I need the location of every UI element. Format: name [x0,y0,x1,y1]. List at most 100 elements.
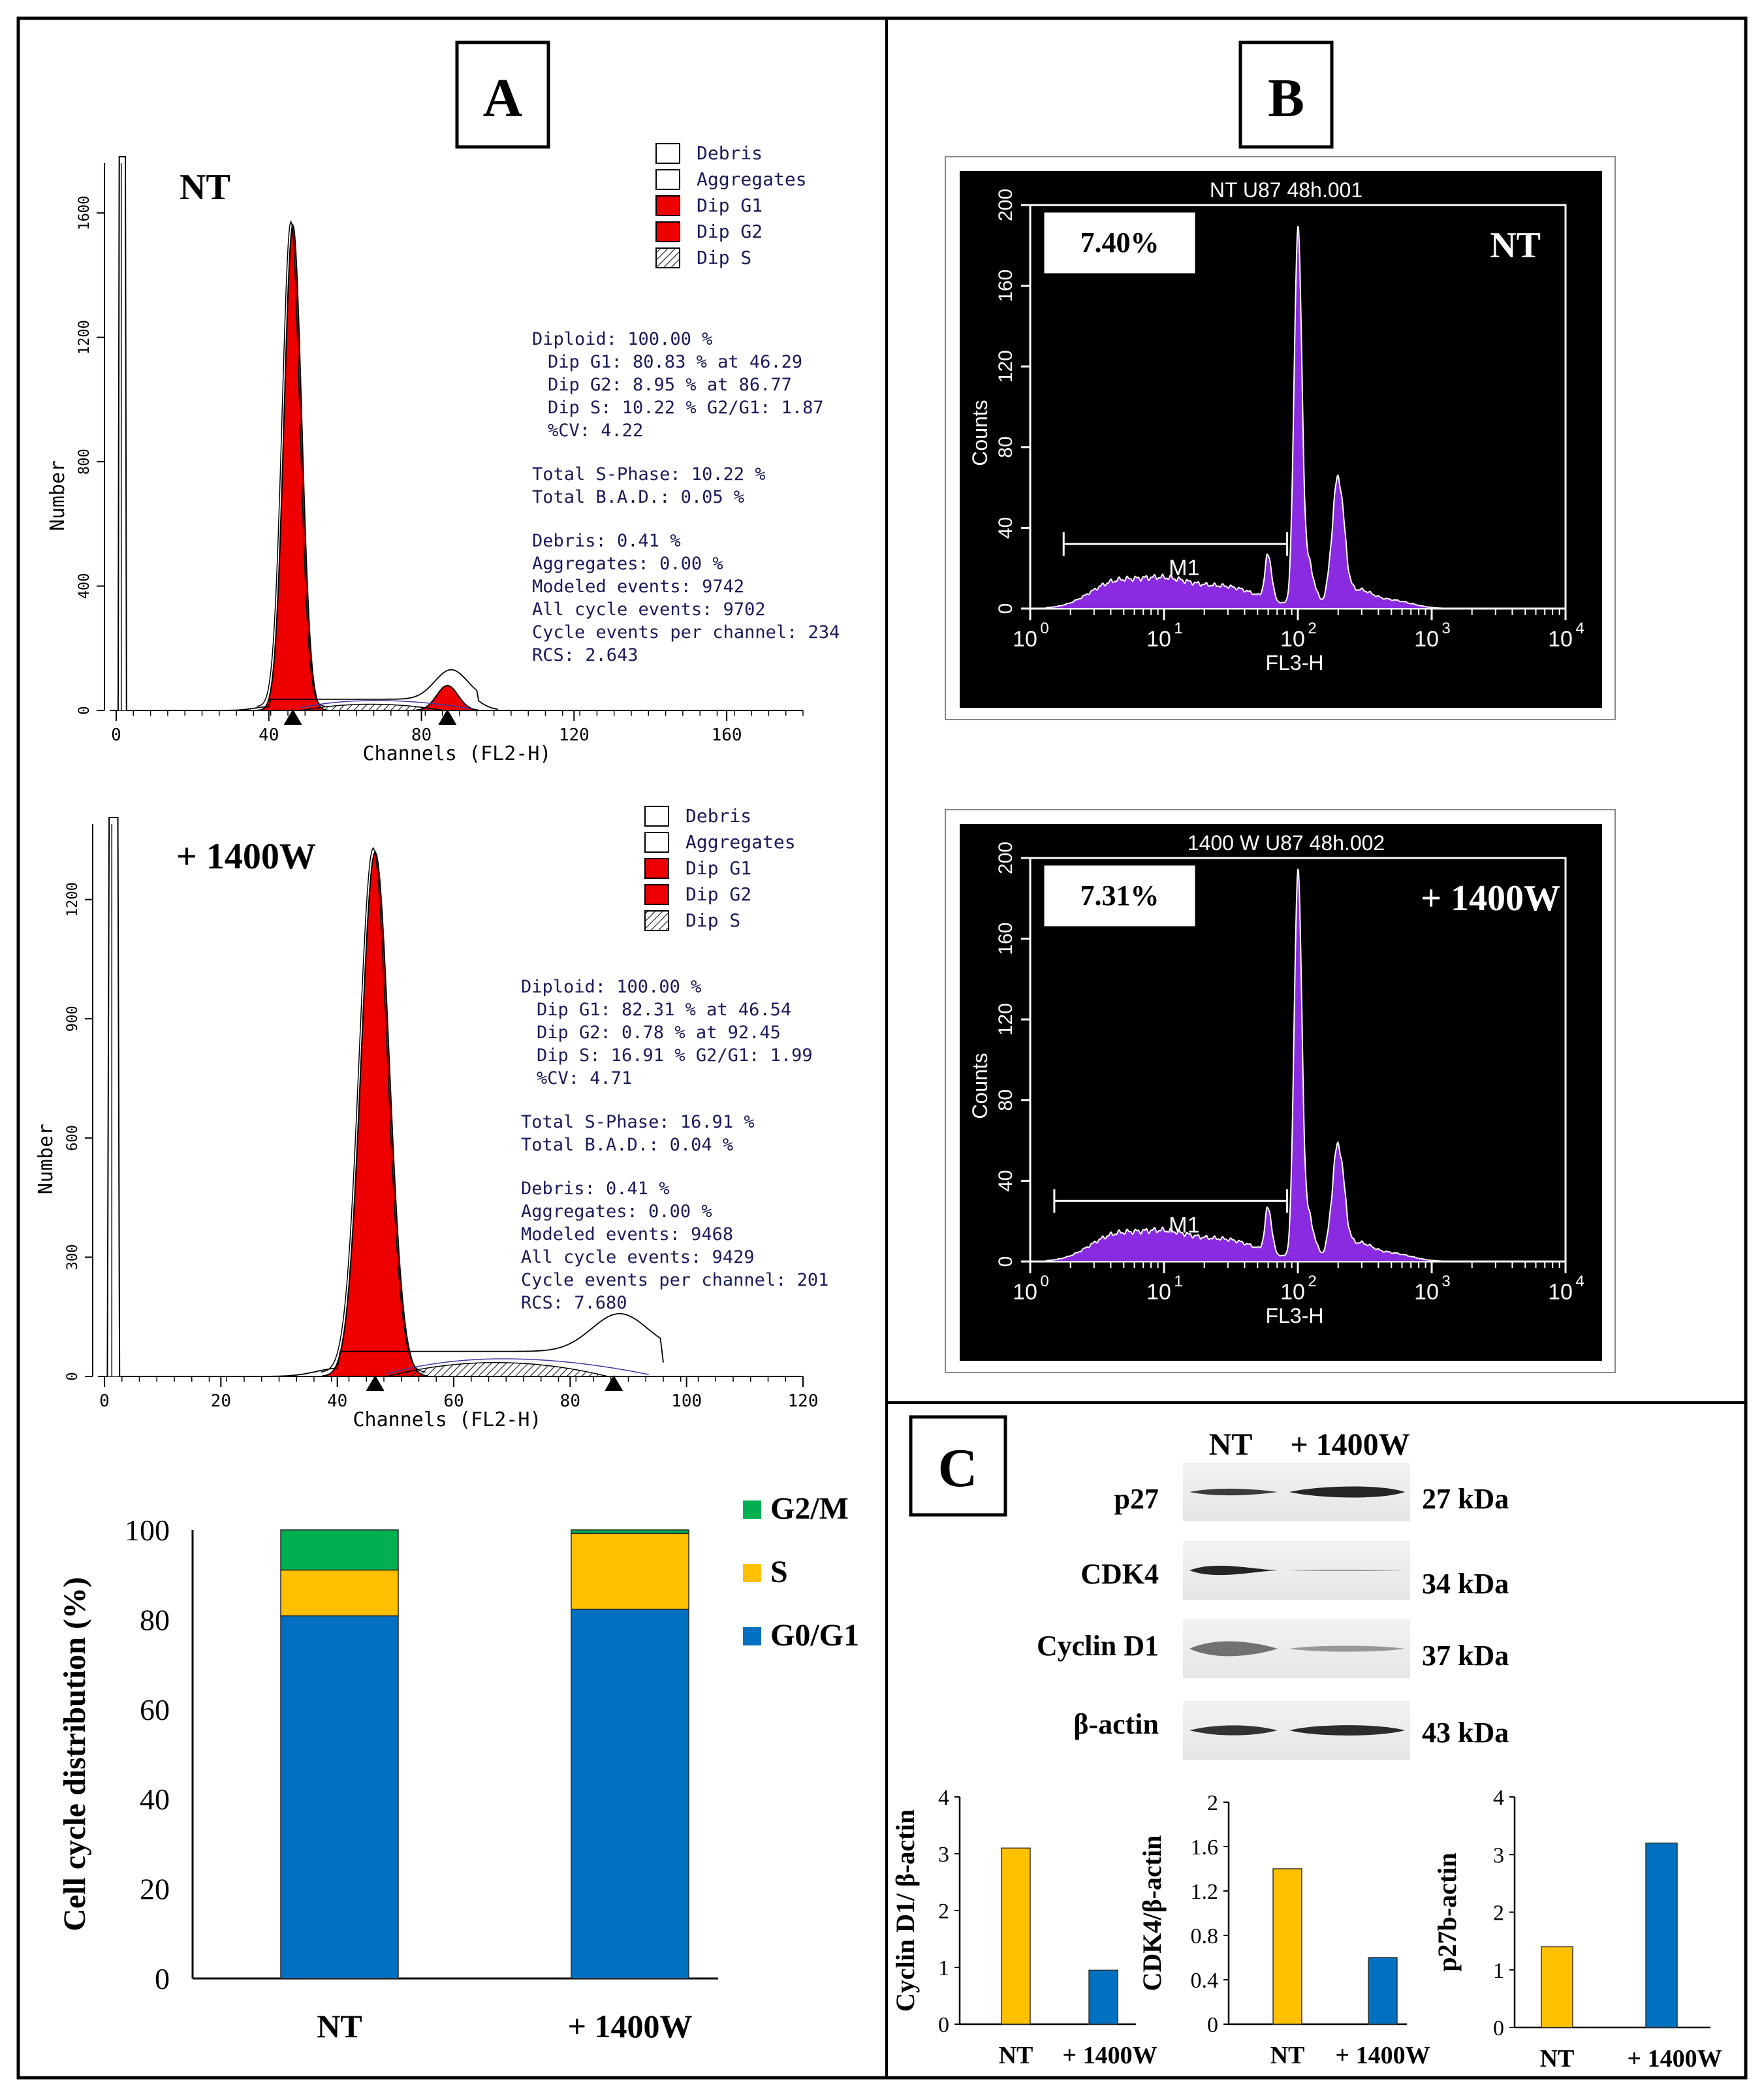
flow-histogram-1400w: 1400 W U87 48h.00204080120160200Counts10… [945,809,1616,1373]
percent-value: 7.31% [1080,880,1159,912]
x-tick-exponent: 2 [1308,620,1316,637]
y-tick-label: 600 [65,1125,81,1151]
percent-box [1042,863,1197,929]
y-tick-label: 60 [140,1693,170,1726]
legend-swatch [655,247,680,268]
legend-label: Aggregates [685,831,796,853]
stats-line: Dip G2: 8.95 % at 86.77 [548,375,792,395]
panel-label-a: A [455,40,550,149]
x-tick-exponent: 3 [1441,1273,1450,1290]
bar [1272,1868,1302,2025]
x-tick-label: 10 [1280,1280,1305,1305]
flow-title: NT U87 48h.001 [1210,178,1362,202]
stats-line: All cycle events: 9702 [532,599,766,620]
y-tick-label: 0 [938,2013,949,2037]
y-tick-label: 0 [155,1962,170,1995]
x-tick-label: 0 [111,725,121,745]
size-label: 27 kDa [1422,1483,1509,1515]
legend-label: Dip S [685,910,740,931]
legend-label: G2/M [770,1491,849,1526]
cycle-envelope [223,669,498,711]
y-tick-label: 4 [938,1786,949,1810]
stats-line: RCS: 7.680 [521,1293,627,1313]
x-tick-label: 10 [1013,1280,1037,1305]
sample-label: NT [180,167,230,208]
debris-curve [300,699,471,709]
gate-label: M1 [1169,1213,1199,1237]
g1-peak [257,223,328,711]
g1-marker [366,1375,385,1391]
stats-line: Modeled events: 9468 [521,1224,733,1245]
stats-line: Total B.A.D.: 0.04 % [521,1135,733,1155]
figure-frame [16,16,1748,2080]
y-tick-label: 120 [995,1003,1016,1036]
debris-curve [386,1358,649,1375]
protein-label: Cyclin D1 [1037,1630,1159,1662]
legend-swatch [655,143,680,164]
panel-label-c: C [909,1415,1007,1517]
x-tick-label: + 1400W [1062,2042,1157,2069]
debris-spike [117,156,127,711]
y-tick-label: 1200 [76,320,93,355]
y-axis-label: Counts [968,1053,992,1119]
sample-label: NT [1490,225,1541,266]
x-tick-exponent: 0 [1040,1273,1048,1290]
x-tick-label: 10 [1146,627,1171,652]
x-tick-exponent: 3 [1441,620,1450,637]
y-tick-label: 0 [65,1372,81,1380]
y-tick-label: 0 [76,706,93,714]
blot-band [1189,1725,1278,1736]
x-tick-label: NT [1270,2042,1305,2069]
bar-segment-g0g1 [280,1615,399,1979]
stats-line: Dip G1: 80.83 % at 46.29 [548,352,802,372]
stats-line: %CV: 4.71 [537,1068,632,1088]
x-tick-label: 80 [560,1391,580,1411]
g1-marker [283,709,302,725]
y-axis-label: CDK4/β-actin [1137,1835,1167,1992]
x-tick-exponent: 4 [1575,1273,1584,1290]
stats-line: Cycle events per channel: 234 [532,622,840,643]
y-tick-label: 100 [125,1514,170,1547]
y-tick-label: 900 [65,1006,81,1032]
y-tick-label: 0 [1493,2016,1504,2040]
y-tick-label: 1.6 [1191,1835,1219,1860]
y-tick-label: 160 [995,270,1016,302]
legend-swatch [644,910,669,931]
x-tick-exponent: 4 [1575,620,1584,637]
legend-swatch [644,884,669,905]
blot-band [1289,1486,1405,1498]
x-tick-exponent: 2 [1308,1273,1316,1290]
stats-line: Cycle events per channel: 201 [521,1270,828,1290]
legend-swatch [743,1627,761,1645]
g2-marker [438,709,457,725]
bar [1001,1847,1031,2025]
x-tick-label: 120 [788,1391,819,1411]
y-tick-label: 1.2 [1191,1880,1219,1904]
y-tick-label: 3 [1493,1843,1504,1867]
y-tick-label: 0 [995,603,1016,614]
blot-band [1289,1569,1405,1572]
panel-label-b: B [1238,40,1334,149]
stats-line: Dip G2: 0.78 % at 92.45 [537,1023,781,1043]
y-tick-label: 80 [995,1089,1016,1111]
cyclin-d1-bar-chart: 0 1 2 3 4 Cyclin D1/ β-actin NT + 1400W [890,1786,1158,2069]
y-tick-label: 40 [140,1783,170,1816]
stats-line: Debris: 0.41 % [532,531,681,551]
x-tick-exponent: 1 [1174,620,1182,637]
y-tick-label: 0 [995,1256,1016,1267]
bar-segment-s [280,1569,399,1617]
x-tick-label: 20 [211,1391,231,1411]
stats-line: Dip S: 16.91 % G2/G1: 1.99 [537,1045,813,1066]
x-tick-label: 10 [1414,1280,1439,1305]
y-axis-label: Cell cycle distribution (%) [57,1577,92,1931]
gate-label: M1 [1169,556,1199,580]
stats-line: Modeled events: 9742 [532,577,744,597]
s-phase-band [300,703,444,711]
lane-label: NT [1209,1427,1253,1462]
bar-segment-g0g1 [571,1608,689,1979]
x-tick-label: 100 [671,1391,702,1411]
cell-cycle-stacked-bar-chart: 0 20 40 60 80 100 Cell cycle distribution (%) N… [57,1491,859,2044]
y-tick-label: 40 [995,1170,1016,1192]
